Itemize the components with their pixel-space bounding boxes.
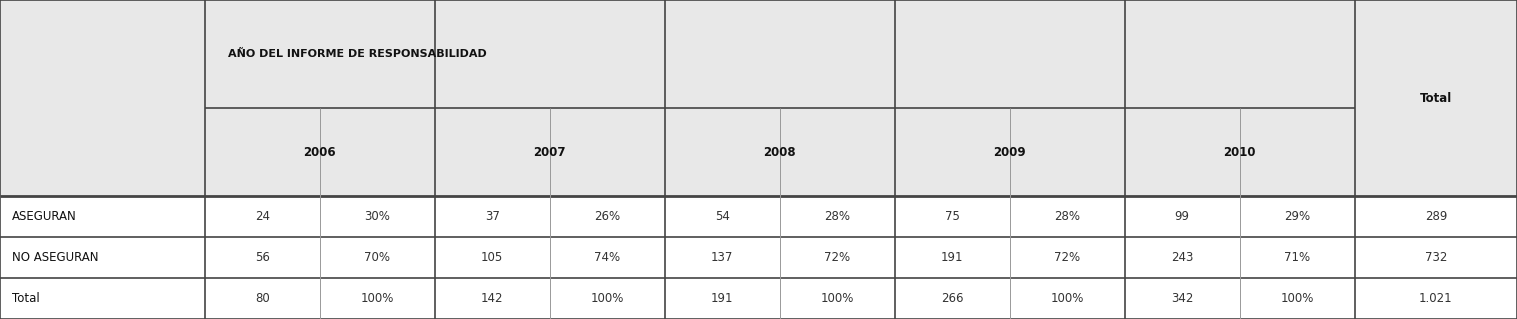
Text: 28%: 28% bbox=[824, 210, 850, 223]
Bar bbox=[895, 108, 1124, 196]
Text: 100%: 100% bbox=[1280, 292, 1314, 305]
Text: 2009: 2009 bbox=[994, 146, 1025, 159]
Bar bbox=[0, 196, 1517, 237]
Bar bbox=[0, 0, 205, 108]
Text: Total: Total bbox=[1420, 92, 1452, 105]
Bar bbox=[205, 0, 1355, 108]
Text: AÑO DEL INFORME DE RESPONSABILIDAD: AÑO DEL INFORME DE RESPONSABILIDAD bbox=[228, 49, 487, 59]
Text: Total: Total bbox=[12, 292, 39, 305]
Text: 80: 80 bbox=[255, 292, 270, 305]
Text: 24: 24 bbox=[255, 210, 270, 223]
Bar bbox=[0, 278, 1517, 319]
Text: 342: 342 bbox=[1171, 292, 1194, 305]
Bar bbox=[435, 108, 664, 196]
Text: 26%: 26% bbox=[595, 210, 620, 223]
Bar bbox=[0, 237, 1517, 278]
Text: 2007: 2007 bbox=[534, 146, 566, 159]
Text: 191: 191 bbox=[711, 292, 734, 305]
Text: 72%: 72% bbox=[824, 251, 851, 264]
Text: 732: 732 bbox=[1424, 251, 1447, 264]
Text: 2006: 2006 bbox=[303, 146, 337, 159]
Text: NO ASEGURAN: NO ASEGURAN bbox=[12, 251, 99, 264]
Text: 191: 191 bbox=[941, 251, 963, 264]
Bar bbox=[664, 108, 895, 196]
Text: 54: 54 bbox=[715, 210, 730, 223]
Text: 74%: 74% bbox=[595, 251, 620, 264]
Text: 266: 266 bbox=[941, 292, 963, 305]
Text: 100%: 100% bbox=[1050, 292, 1085, 305]
Text: 243: 243 bbox=[1171, 251, 1194, 264]
Text: 37: 37 bbox=[485, 210, 499, 223]
Text: 56: 56 bbox=[255, 251, 270, 264]
Bar bbox=[205, 108, 435, 196]
Bar bbox=[1124, 108, 1355, 196]
Text: 100%: 100% bbox=[361, 292, 394, 305]
Text: 137: 137 bbox=[711, 251, 733, 264]
Text: 100%: 100% bbox=[590, 292, 623, 305]
Text: 1.021: 1.021 bbox=[1418, 292, 1453, 305]
Text: 71%: 71% bbox=[1283, 251, 1311, 264]
Bar bbox=[1355, 0, 1517, 196]
Text: 29%: 29% bbox=[1283, 210, 1311, 223]
Text: 2008: 2008 bbox=[763, 146, 796, 159]
Text: 72%: 72% bbox=[1054, 251, 1080, 264]
Text: 100%: 100% bbox=[821, 292, 854, 305]
Text: 70%: 70% bbox=[364, 251, 390, 264]
Text: 30%: 30% bbox=[364, 210, 390, 223]
Text: 28%: 28% bbox=[1054, 210, 1080, 223]
Text: 289: 289 bbox=[1424, 210, 1447, 223]
Text: 99: 99 bbox=[1174, 210, 1189, 223]
Text: 142: 142 bbox=[481, 292, 504, 305]
Text: 75: 75 bbox=[945, 210, 960, 223]
Text: 2010: 2010 bbox=[1223, 146, 1256, 159]
Bar bbox=[0, 108, 205, 196]
Text: 105: 105 bbox=[481, 251, 504, 264]
Text: ASEGURAN: ASEGURAN bbox=[12, 210, 77, 223]
